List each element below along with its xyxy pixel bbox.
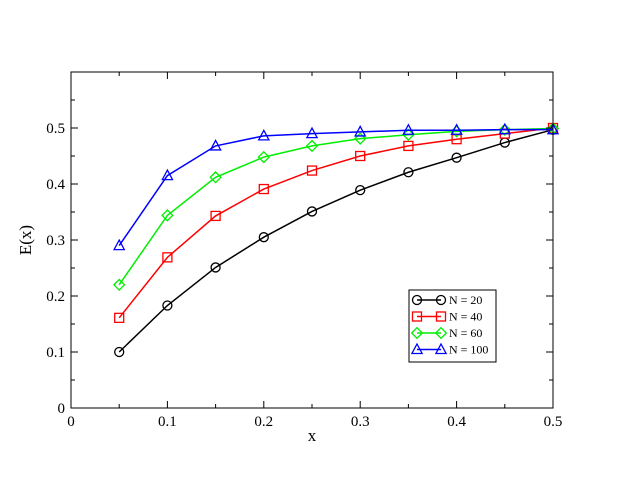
- data-point: [257, 150, 271, 164]
- x-tick-label: 0.2: [254, 414, 273, 430]
- series-3: [112, 122, 560, 292]
- legend-marker: [411, 311, 423, 322]
- data-point: [353, 132, 367, 145]
- x-tick-label: 0.3: [351, 414, 370, 430]
- data-point: [257, 128, 270, 141]
- series-line: [118, 128, 553, 247]
- series-line: [118, 128, 554, 353]
- legend-marker: [435, 311, 447, 322]
- x-tick-label: 0.5: [544, 414, 563, 430]
- x-tick-label: 0.1: [158, 414, 177, 430]
- data-point: [403, 140, 414, 152]
- data-point: [113, 238, 126, 251]
- legend-marker: [434, 342, 448, 355]
- data-point: [161, 209, 174, 222]
- data-point: [210, 262, 221, 273]
- data-point: [402, 128, 415, 141]
- x-axis-title: x: [308, 426, 317, 445]
- legend-marker: [434, 326, 448, 340]
- data-point: [451, 152, 462, 163]
- data-point: [209, 139, 222, 151]
- y-tick-label: 0.4: [46, 177, 65, 193]
- data-point: [162, 300, 173, 311]
- legend-label: N = 100: [449, 343, 488, 357]
- legend-item-2: N = 40: [411, 310, 482, 324]
- data-point: [210, 210, 221, 222]
- legend-item-3: N = 60: [410, 326, 482, 340]
- y-tick-label: 0.2: [46, 289, 65, 305]
- series-line: [118, 127, 554, 319]
- legend-marker: [410, 326, 424, 340]
- legend-item-1: N = 20: [411, 293, 482, 307]
- data-point: [498, 122, 511, 135]
- series-layer: [112, 122, 560, 358]
- data-point: [354, 125, 367, 137]
- legend-item-4: N = 100: [410, 342, 488, 357]
- data-point: [450, 123, 463, 135]
- data-point: [258, 232, 269, 243]
- y-tick-label: 0.1: [46, 345, 65, 361]
- data-point: [305, 139, 319, 153]
- data-point: [209, 171, 222, 184]
- y-tick-label: 0: [58, 401, 66, 417]
- legend-label: N = 60: [449, 326, 482, 340]
- axis-layer: 0 0.1 0.2 0.3 0.4 0.5 0 0.1 0.2 0.3 0.4 0.5: [46, 72, 562, 430]
- y-tick-label: 0.3: [46, 233, 65, 249]
- data-point: [355, 150, 366, 162]
- data-point: [162, 252, 173, 263]
- series-4: [113, 122, 560, 251]
- data-point: [306, 165, 318, 176]
- x-tick-label: 0: [67, 414, 75, 430]
- y-axis-title: E(x): [16, 225, 35, 255]
- data-point: [112, 278, 126, 292]
- series-line: [118, 127, 554, 286]
- data-point: [114, 312, 125, 323]
- data-point: [114, 346, 125, 358]
- legend-label: N = 40: [449, 310, 482, 324]
- data-point: [403, 167, 414, 178]
- legend-marker: [435, 294, 447, 306]
- data-point: [498, 123, 512, 136]
- legend-marker: [410, 342, 424, 355]
- legend-marker: [411, 294, 423, 306]
- legend: N = 20 N = 40 N = 60 N = 100: [408, 289, 497, 363]
- data-point: [306, 206, 318, 217]
- data-point: [258, 183, 269, 195]
- x-tick-label: 0.4: [447, 414, 466, 430]
- y-tick-label: 0.5: [46, 121, 65, 137]
- data-point: [402, 123, 415, 135]
- data-point: [305, 126, 319, 139]
- data-point: [355, 185, 366, 196]
- legend-label: N = 20: [449, 293, 482, 307]
- data-point: [161, 168, 174, 181]
